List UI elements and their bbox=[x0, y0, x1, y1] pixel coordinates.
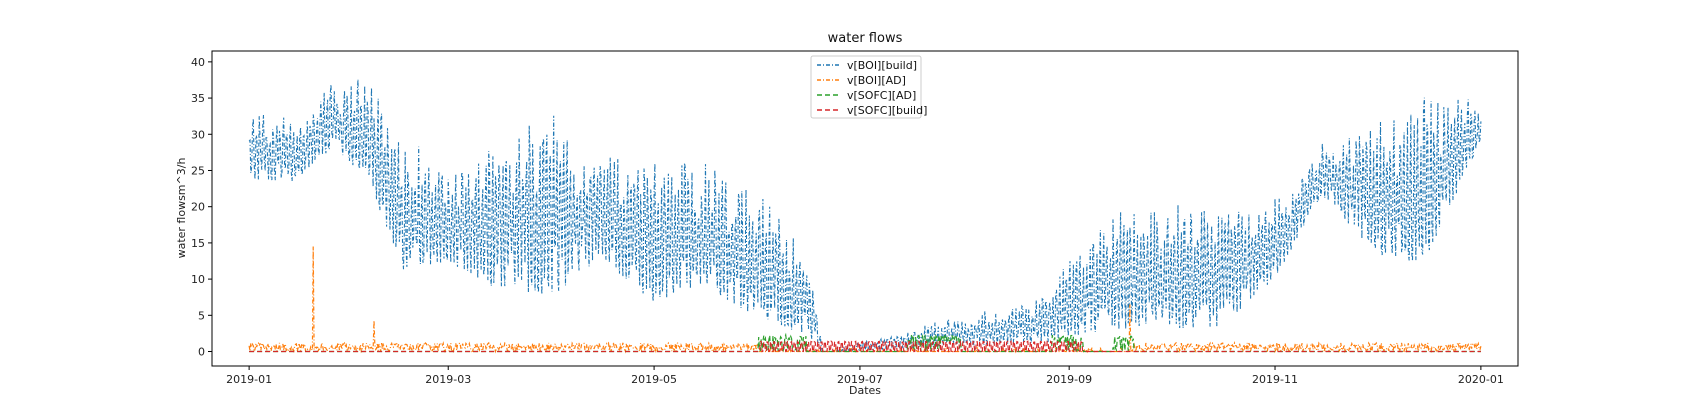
chart-title: water flows bbox=[828, 31, 903, 46]
y-tick-label: 20 bbox=[191, 201, 205, 214]
x-axis-title: Dates bbox=[849, 384, 881, 397]
series-line-2 bbox=[249, 332, 1481, 353]
y-axis-title: water flowsm^3/h bbox=[175, 158, 188, 259]
y-tick-label: 5 bbox=[198, 309, 205, 322]
legend-label: v[BOI][build] bbox=[847, 59, 917, 72]
y-tick-label: 10 bbox=[191, 273, 205, 286]
legend: v[BOI][build] v[BOI][AD] v[SOFC][AD] v[SOFC… bbox=[810, 55, 927, 119]
x-tick-label: 2019-07 bbox=[837, 373, 883, 386]
x-tick-label: 2019-01 bbox=[226, 373, 272, 386]
y-tick-label: 40 bbox=[191, 56, 205, 69]
y-tick-label: 15 bbox=[191, 237, 205, 250]
x-tick-label: 2019-11 bbox=[1252, 373, 1298, 386]
x-tick-label: 2019-05 bbox=[631, 373, 677, 386]
y-tick-label: 25 bbox=[191, 164, 205, 177]
plot-frame bbox=[211, 50, 1519, 367]
y-tick-label: 0 bbox=[198, 346, 205, 359]
axis-layer: 0 5 10 15 20 25 30 35 40 2019-01 2019-03 2019-05 201… bbox=[191, 56, 1504, 386]
x-tick-label: 2020-01 bbox=[1458, 373, 1504, 386]
x-tick-label: 2019-09 bbox=[1046, 373, 1092, 386]
legend-label: v[SOFC][build] bbox=[847, 104, 927, 117]
x-tick-label: 2019-03 bbox=[425, 373, 471, 386]
series-layer bbox=[248, 79, 1482, 354]
legend-label: v[BOI][AD] bbox=[847, 74, 906, 87]
y-tick-label: 35 bbox=[191, 92, 205, 105]
y-tick-label: 30 bbox=[191, 128, 205, 141]
legend-frame bbox=[810, 55, 922, 119]
legend-label: v[SOFC][AD] bbox=[847, 89, 916, 102]
